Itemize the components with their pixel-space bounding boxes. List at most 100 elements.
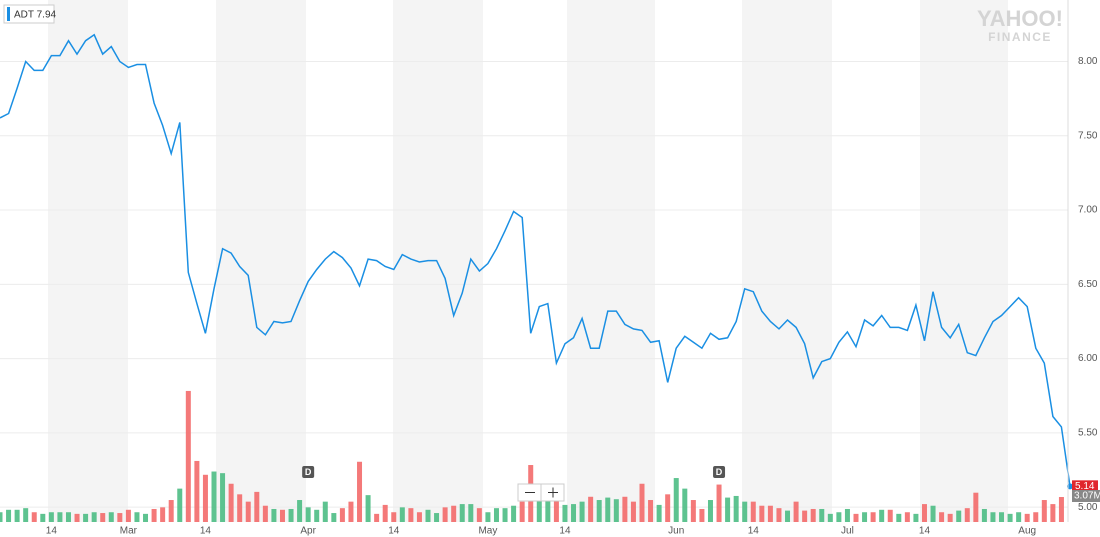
- volume-bar: [1007, 513, 1013, 522]
- volume-bar: [220, 473, 226, 522]
- volume-bar: [776, 508, 782, 522]
- volume-bar: [40, 513, 46, 522]
- volume-bar: [536, 494, 542, 522]
- band: [567, 0, 655, 522]
- volume-bar: [870, 512, 876, 522]
- x-tick-label: 14: [200, 526, 212, 537]
- volume-bar: [896, 513, 902, 522]
- volume-bar: [690, 500, 696, 522]
- volume-bar: [1050, 504, 1056, 522]
- volume-bar: [314, 509, 320, 522]
- volume-bar: [476, 508, 482, 522]
- volume-bar: [630, 501, 636, 522]
- volume-bar: [904, 512, 910, 522]
- volume-bar: [57, 512, 63, 522]
- legend-swatch: [7, 7, 10, 21]
- volume-bar: [639, 483, 645, 522]
- volume-bar: [733, 495, 739, 522]
- volume-bar: [1033, 512, 1039, 522]
- y-tick-label: 6.50: [1078, 279, 1098, 290]
- volume-bar: [844, 508, 850, 522]
- volume-bar: [151, 508, 157, 522]
- volume-bar: [357, 461, 363, 522]
- volume-bar: [117, 513, 123, 522]
- volume-bar: [836, 512, 842, 522]
- background-bands: [48, 0, 1008, 522]
- volume-bar: [288, 508, 294, 522]
- volume-bar: [725, 497, 731, 522]
- volume-bar: [519, 501, 525, 522]
- volume-bar: [862, 512, 868, 522]
- volume-bar: [981, 508, 987, 522]
- volume-bar: [468, 504, 474, 522]
- volume-bar: [245, 501, 251, 522]
- volume-bar: [622, 496, 628, 522]
- volume-bar: [391, 512, 397, 522]
- x-tick-label: Jul: [841, 526, 854, 537]
- y-tick-label: 7.00: [1078, 205, 1098, 216]
- volume-bar: [665, 494, 671, 522]
- x-tick-label: 14: [748, 526, 760, 537]
- x-tick-label: May: [478, 526, 497, 537]
- volume-bar: [134, 512, 140, 522]
- price-tag-label: 5.14: [1075, 481, 1095, 492]
- volume-bar: [673, 478, 679, 522]
- volume-bar: [305, 507, 311, 522]
- volume-tag: [1072, 490, 1100, 502]
- x-tick-label: 14: [46, 526, 58, 537]
- band: [216, 0, 306, 522]
- volume-bar: [348, 501, 354, 522]
- volume-bar: [160, 507, 166, 522]
- x-tick-label: Aug: [1018, 526, 1036, 537]
- y-tick-label: 7.50: [1078, 130, 1098, 141]
- dividend-marker: [713, 466, 726, 478]
- volume-bar: [793, 501, 799, 522]
- volume-bar: [425, 509, 431, 522]
- volume-bar: [322, 501, 328, 522]
- volume-bar: [759, 505, 765, 522]
- volume-bar: [485, 512, 491, 522]
- volume-bar: [125, 509, 131, 522]
- volume-bar: [202, 474, 208, 522]
- volume-bar: [65, 512, 71, 522]
- volume-bar: [999, 512, 1005, 522]
- volume-bar: [921, 504, 927, 522]
- volume-bar: [810, 508, 816, 522]
- volume-bar: [262, 505, 268, 522]
- volume-bar: [588, 496, 594, 522]
- volume-bar: [143, 513, 149, 522]
- volume-bar: [297, 500, 303, 522]
- volume-bar: [682, 488, 688, 522]
- volume-bar: [74, 513, 80, 522]
- y-tick-label: 5.00: [1078, 502, 1098, 513]
- volume-bar: [913, 513, 919, 522]
- volume-bar: [502, 508, 508, 522]
- volume-bar: [339, 508, 345, 522]
- volume-bar: [656, 504, 662, 522]
- volume-bar: [571, 504, 577, 522]
- volume-bar: [382, 504, 388, 522]
- volume-bar: [228, 483, 234, 522]
- volume-bar: [648, 500, 654, 522]
- volume-bar: [48, 512, 54, 522]
- volume-bar: [271, 508, 277, 522]
- volume-bar: [956, 510, 962, 522]
- volume-bar: [416, 512, 422, 522]
- volume-bar: [827, 513, 833, 522]
- volume-bar: [83, 513, 89, 522]
- volume-bar: [819, 508, 825, 522]
- volume-bar: [31, 512, 37, 522]
- volume-bar: [785, 510, 791, 522]
- volume-bar: [750, 501, 756, 522]
- volume-bar: [108, 512, 114, 522]
- dividend-label: D: [716, 467, 723, 477]
- volume-bar: [802, 510, 808, 522]
- volume-bar: [100, 513, 106, 522]
- legend-box: [3, 4, 55, 24]
- zoom-control[interactable]: [517, 483, 565, 502]
- x-tick-label: 14: [388, 526, 400, 537]
- volume-bar: [399, 507, 405, 522]
- volume-bar: [23, 508, 29, 522]
- volume-tag-label: 3.07M: [1074, 491, 1100, 502]
